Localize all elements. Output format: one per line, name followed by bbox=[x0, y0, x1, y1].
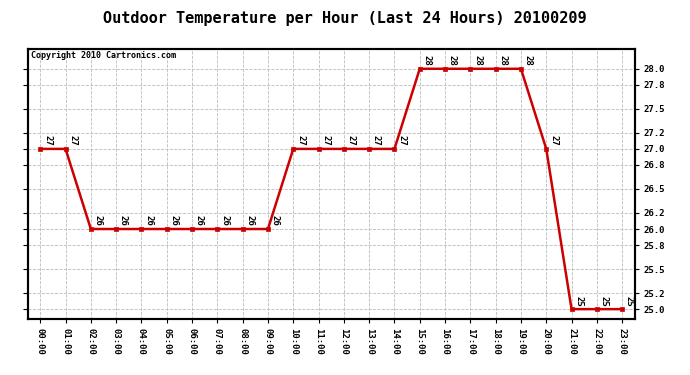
Text: 28: 28 bbox=[498, 55, 507, 66]
Text: 26: 26 bbox=[220, 216, 229, 226]
Text: Copyright 2010 Cartronics.com: Copyright 2010 Cartronics.com bbox=[30, 51, 176, 60]
Text: 26: 26 bbox=[246, 216, 255, 226]
Text: 26: 26 bbox=[94, 216, 103, 226]
Text: 26: 26 bbox=[144, 216, 153, 226]
Text: 26: 26 bbox=[270, 216, 279, 226]
Text: 27: 27 bbox=[346, 135, 355, 146]
Text: 28: 28 bbox=[473, 55, 482, 66]
Text: 25: 25 bbox=[625, 296, 634, 306]
Text: 28: 28 bbox=[524, 55, 533, 66]
Text: 25: 25 bbox=[600, 296, 609, 306]
Text: 27: 27 bbox=[372, 135, 381, 146]
Text: 26: 26 bbox=[170, 216, 179, 226]
Text: 28: 28 bbox=[448, 55, 457, 66]
Text: 26: 26 bbox=[119, 216, 128, 226]
Text: 27: 27 bbox=[296, 135, 305, 146]
Text: 26: 26 bbox=[195, 216, 204, 226]
Text: 27: 27 bbox=[43, 135, 52, 146]
Text: 28: 28 bbox=[422, 55, 431, 66]
Text: Outdoor Temperature per Hour (Last 24 Hours) 20100209: Outdoor Temperature per Hour (Last 24 Ho… bbox=[104, 11, 586, 26]
Text: 27: 27 bbox=[549, 135, 558, 146]
Text: 27: 27 bbox=[68, 135, 77, 146]
Text: 27: 27 bbox=[397, 135, 406, 146]
Text: 27: 27 bbox=[322, 135, 331, 146]
Text: 25: 25 bbox=[574, 296, 583, 306]
